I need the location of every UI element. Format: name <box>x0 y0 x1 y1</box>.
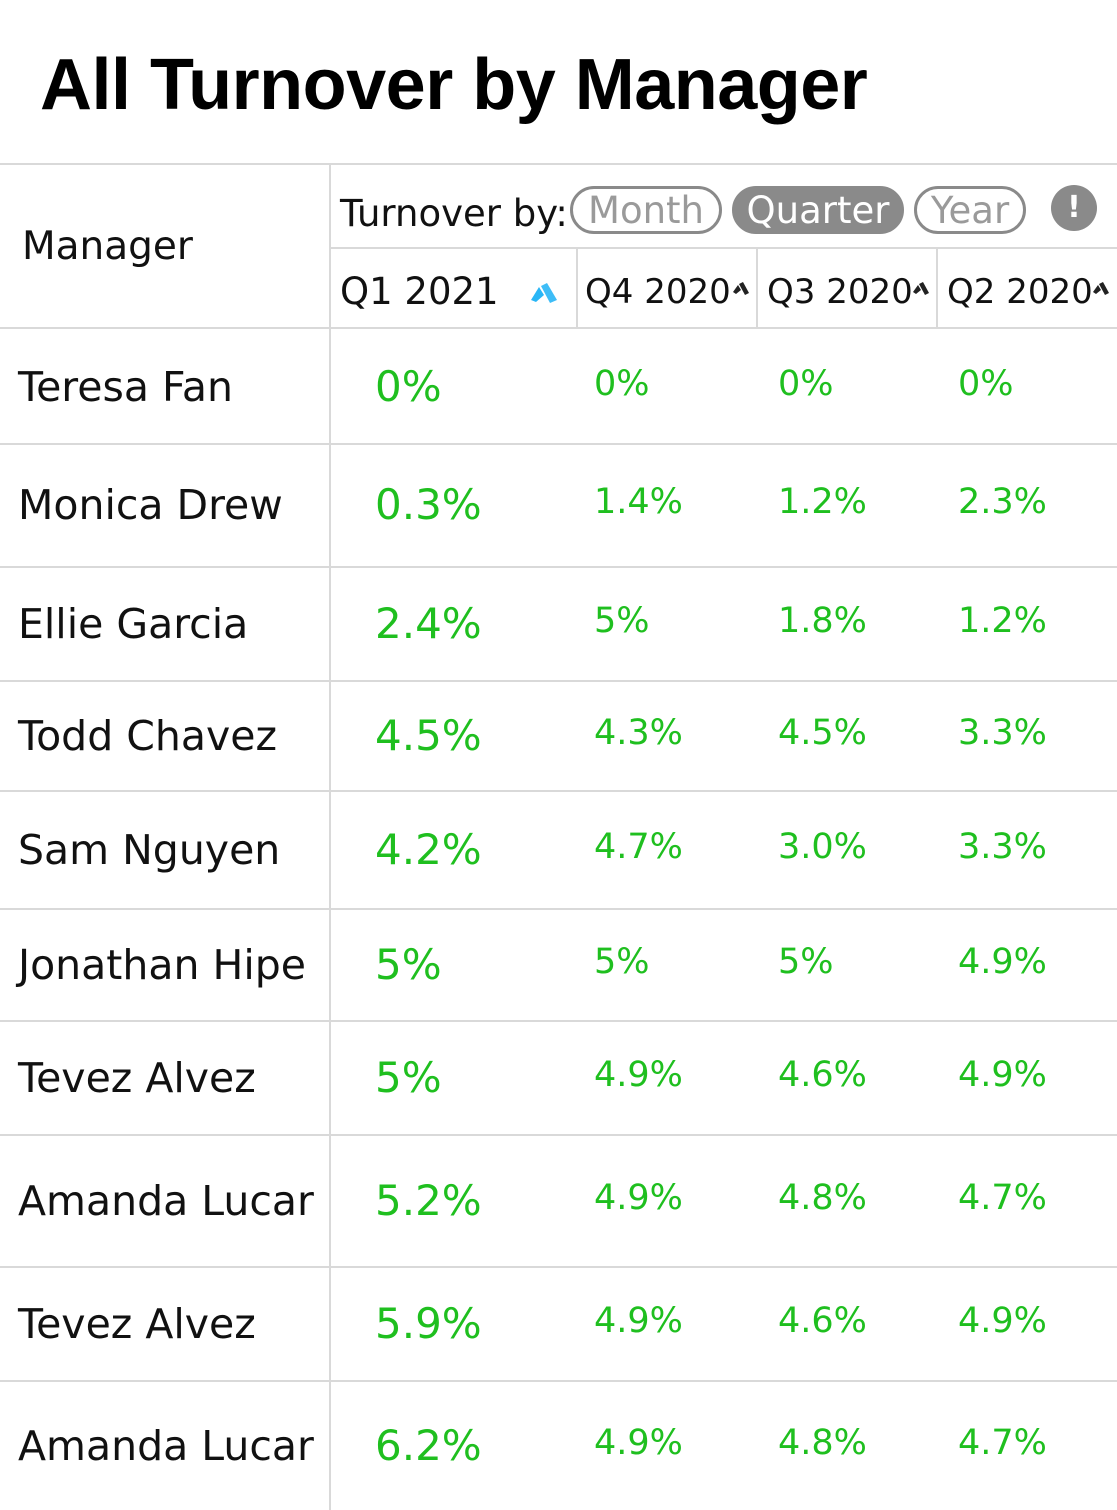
turnover-value-q2-2020: 3.3% <box>958 712 1047 753</box>
turnover-value-q2-2020: 4.9% <box>958 1300 1047 1341</box>
turnover-value-q4-2020: 4.9% <box>594 1300 683 1341</box>
table-row[interactable]: Jonathan Hipe 5% 5% 5% 4.9% <box>0 909 1117 1020</box>
turnover-value-q3-2020: 3.0% <box>778 826 867 867</box>
turnover-value-q1-2021: 2.4% <box>375 598 482 648</box>
turnover-value-q1-2021: 5% <box>375 1052 442 1102</box>
manager-column-divider <box>329 163 331 1510</box>
manager-name: Monica Drew <box>18 481 283 529</box>
row-divider <box>0 1020 1117 1022</box>
turnover-value-q3-2020: 5% <box>778 941 834 982</box>
manager-name: Sam Nguyen <box>18 825 281 874</box>
sort-icon[interactable] <box>528 280 560 306</box>
turnover-value-q1-2021: 5% <box>375 939 442 989</box>
row-divider <box>0 1266 1117 1268</box>
header-col-divider <box>936 248 938 328</box>
column-header-q4-2020[interactable]: Q4 2020 <box>585 272 731 312</box>
table-top-border <box>0 163 1117 165</box>
row-divider <box>0 443 1117 445</box>
page-title: All Turnover by Manager <box>40 45 868 125</box>
sort-icon[interactable] <box>730 279 750 299</box>
turnover-value-q4-2020: 4.9% <box>594 1054 683 1095</box>
column-header-q2-2020[interactable]: Q2 2020 <box>947 272 1093 312</box>
manager-name: Teresa Fan <box>18 362 233 411</box>
turnover-value-q4-2020: 5% <box>594 941 650 982</box>
header-bottom-border <box>0 327 1117 329</box>
info-icon[interactable]: ! <box>1051 185 1097 231</box>
turnover-value-q3-2020: 1.8% <box>778 600 867 641</box>
table-row[interactable]: Teresa Fan 0% 0% 0% 0% <box>0 330 1117 443</box>
column-header-q3-2020[interactable]: Q3 2020 <box>767 272 913 312</box>
turnover-value-q3-2020: 4.8% <box>778 1422 867 1463</box>
turnover-value-q2-2020: 3.3% <box>958 826 1047 867</box>
turnover-value-q4-2020: 4.3% <box>594 712 683 753</box>
turnover-value-q3-2020: 4.6% <box>778 1054 867 1095</box>
table-row[interactable]: Monica Drew 0.3% 1.4% 1.2% 2.3% <box>0 444 1117 566</box>
table-row[interactable]: Amanda Lucar 6.2% 4.9% 4.8% 4.7% <box>0 1381 1117 1510</box>
table-row[interactable]: Amanda Lucar 5.2% 4.9% 4.8% 4.7% <box>0 1135 1117 1266</box>
turnover-value-q2-2020: 2.3% <box>958 482 1047 522</box>
turnover-value-q3-2020: 1.2% <box>778 482 867 522</box>
turnover-value-q1-2021: 4.5% <box>375 710 482 760</box>
turnover-value-q1-2021: 0% <box>375 361 442 411</box>
manager-name: Tevez Alvez <box>18 1053 256 1102</box>
turnover-value-q4-2020: 4.7% <box>594 826 683 867</box>
turnover-value-q4-2020: 4.9% <box>594 1177 683 1218</box>
turnover-value-q1-2021: 5.2% <box>375 1175 482 1225</box>
period-toggle-month[interactable]: Month <box>570 186 722 234</box>
column-header-q1-2021[interactable]: Q1 2021 <box>340 270 499 313</box>
period-toggle-quarter[interactable]: Quarter <box>732 186 904 234</box>
turnover-value-q2-2020: 4.9% <box>958 1054 1047 1095</box>
turnover-value-q3-2020: 0% <box>778 363 834 404</box>
sort-icon[interactable] <box>910 279 930 299</box>
header-col-divider <box>576 248 578 328</box>
turnover-value-q4-2020: 1.4% <box>594 482 683 522</box>
manager-name: Ellie Garcia <box>18 599 249 648</box>
turnover-value-q1-2021: 5.9% <box>375 1298 482 1348</box>
turnover-value-q1-2021: 6.2% <box>375 1420 482 1470</box>
turnover-value-q1-2021: 0.3% <box>375 480 482 529</box>
turnover-value-q2-2020: 4.9% <box>958 941 1047 982</box>
period-toggle-year[interactable]: Year <box>914 186 1026 234</box>
manager-name: Todd Chavez <box>18 711 277 760</box>
turnover-value-q2-2020: 1.2% <box>958 600 1047 641</box>
header-col-divider <box>756 248 758 328</box>
turnover-by-label: Turnover by: <box>340 192 568 235</box>
manager-name: Amanda Lucar <box>18 1176 314 1225</box>
table-row[interactable]: Tevez Alvez 5% 4.9% 4.6% 4.9% <box>0 1021 1117 1134</box>
row-divider <box>0 566 1117 568</box>
turnover-value-q4-2020: 5% <box>594 600 650 641</box>
turnover-value-q4-2020: 4.9% <box>594 1422 683 1463</box>
manager-name: Amanda Lucar <box>18 1421 314 1470</box>
sort-icon[interactable] <box>1090 279 1110 299</box>
turnover-value-q2-2020: 4.7% <box>958 1177 1047 1218</box>
turnover-value-q3-2020: 4.5% <box>778 712 867 753</box>
row-divider <box>0 908 1117 910</box>
table-row[interactable]: Tevez Alvez 5.9% 4.9% 4.6% 4.9% <box>0 1267 1117 1380</box>
turnover-value-q2-2020: 0% <box>958 363 1014 404</box>
header-divider <box>330 247 1117 249</box>
turnover-value-q3-2020: 4.6% <box>778 1300 867 1341</box>
manager-name: Tevez Alvez <box>18 1299 256 1348</box>
manager-column-header[interactable]: Manager <box>22 224 193 269</box>
turnover-value-q1-2021: 4.2% <box>375 824 482 874</box>
row-divider <box>0 680 1117 682</box>
turnover-value-q4-2020: 0% <box>594 363 650 404</box>
row-divider <box>0 790 1117 792</box>
turnover-value-q3-2020: 4.8% <box>778 1177 867 1218</box>
row-divider <box>0 1380 1117 1382</box>
turnover-value-q2-2020: 4.7% <box>958 1422 1047 1463</box>
table-row[interactable]: Sam Nguyen 4.2% 4.7% 3.0% 3.3% <box>0 791 1117 908</box>
table-row[interactable]: Ellie Garcia 2.4% 5% 1.8% 1.2% <box>0 567 1117 680</box>
manager-name: Jonathan Hipe <box>18 940 306 989</box>
table-row[interactable]: Todd Chavez 4.5% 4.3% 4.5% 3.3% <box>0 681 1117 790</box>
row-divider <box>0 1134 1117 1136</box>
